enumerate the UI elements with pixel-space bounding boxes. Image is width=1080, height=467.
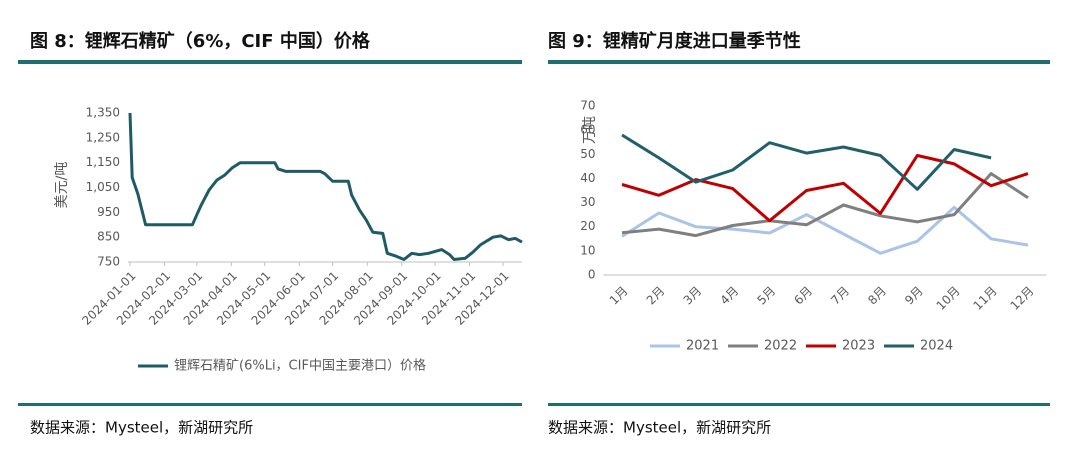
x-tick-label: 8月: [865, 284, 889, 308]
legend-label: 锂辉石精矿(6%Li，CIF中国主要港口）价格: [174, 358, 426, 374]
footer-rule: [548, 403, 1050, 406]
header-rule: [548, 60, 1050, 64]
x-tick-label: 5月: [754, 284, 778, 308]
y-tick-label: 1,150: [86, 155, 120, 169]
chart-title: 图 9：锂精矿月度进口量季节性: [548, 30, 801, 52]
series-line: [621, 133, 992, 191]
y-tick-label: 850: [97, 230, 120, 244]
x-tick-label: 4月: [718, 284, 742, 308]
y-tick-label: 1,250: [86, 130, 120, 144]
y-tick-label: 750: [97, 255, 120, 269]
x-tick-label: 7月: [828, 284, 852, 308]
series-line: [621, 154, 1029, 223]
x-tick-label: 12月: [1007, 284, 1036, 313]
source: 数据来源：Mysteel，新湖研究所: [548, 419, 771, 437]
y-tick-label: 30: [580, 195, 595, 209]
chart-title: 图 8：锂辉石精矿（6%，CIF 中国）价格: [30, 30, 371, 52]
footer-rule: [18, 403, 522, 406]
y-tick-label: 950: [97, 205, 120, 219]
x-tick-label: 11月: [971, 284, 1000, 313]
y-tick-label: 1,350: [86, 106, 120, 120]
x-tick-label: 1月: [607, 284, 631, 308]
x-tick-label: 10月: [934, 284, 963, 313]
source: 数据来源：Mysteel，新湖研究所: [30, 419, 253, 437]
y-axis-label: 美元/吨: [54, 162, 70, 209]
series-line: [621, 205, 1029, 255]
y-tick-label: 20: [580, 219, 595, 233]
x-tick-label: 6月: [791, 284, 815, 308]
header-rule: [18, 60, 522, 64]
y-tick-label: 0: [588, 268, 596, 282]
y-tick-label: 50: [580, 147, 595, 161]
legend-label: 2022: [764, 339, 797, 354]
y-tick-label: 1,050: [86, 180, 120, 194]
x-tick-label: 2月: [644, 284, 668, 308]
y-tick-label: 40: [580, 171, 595, 185]
y-tick-label: 70: [580, 99, 595, 113]
series-line: [621, 172, 1029, 238]
x-tick-label: 9月: [902, 284, 926, 308]
y-axis-label: 万吨: [582, 116, 598, 144]
legend-label: 2021: [686, 339, 719, 354]
series-line: [128, 112, 523, 261]
legend-label: 2023: [842, 339, 875, 354]
x-tick-label: 3月: [681, 284, 705, 308]
legend-label: 2024: [920, 339, 953, 354]
y-tick-label: 10: [580, 243, 595, 257]
y-tick-label: 60: [580, 123, 595, 137]
